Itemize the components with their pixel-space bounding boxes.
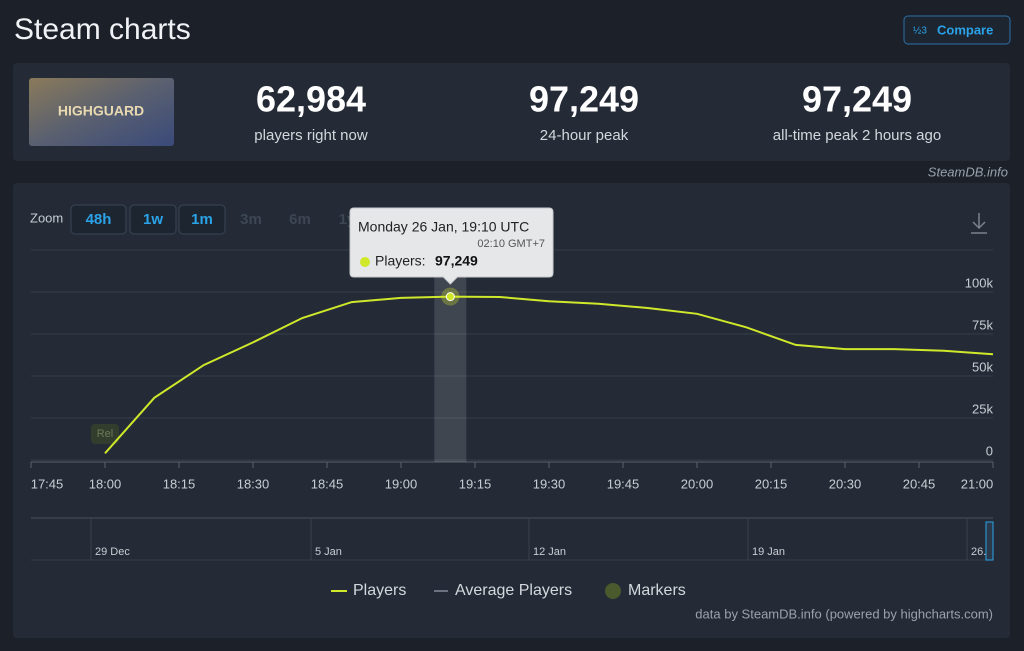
- stat-label: 24-hour peak: [540, 127, 629, 144]
- zoom-button[interactable]: 3m: [228, 205, 274, 234]
- tooltip-box: [349, 207, 554, 285]
- tooltip-series: Players:: [375, 253, 426, 269]
- y-tick-label: 75k: [972, 317, 993, 332]
- stats-panel: [13, 63, 1010, 161]
- zoom-button-bg: [178, 204, 226, 235]
- hover-band: [434, 250, 467, 462]
- navigator: 29 Dec 5 Jan 12 Jan 19 Jan 26.: [31, 517, 994, 561]
- navigator-handle[interactable]: [985, 521, 994, 561]
- x-tick-label: 20:30: [829, 476, 862, 491]
- navigator-label: 12 Jan: [533, 546, 566, 558]
- x-tick-label: 19:15: [459, 476, 492, 491]
- tooltip-swatch: [360, 257, 370, 267]
- legend-label[interactable]: Players: [353, 582, 406, 599]
- navigator-label: 19 Jan: [752, 546, 785, 558]
- zoom-button[interactable]: 1m: [178, 204, 226, 235]
- zoom-button-label: 48h: [86, 211, 112, 228]
- stat-value: 97,249: [802, 79, 912, 120]
- page-title: Steam charts: [14, 13, 191, 46]
- credits: data by SteamDB.info (powered by highcha…: [695, 606, 993, 621]
- compare-label: Compare: [937, 22, 993, 37]
- zoom-button-label: 1m: [191, 211, 213, 228]
- stat-value: 62,984: [256, 79, 366, 120]
- download-icon[interactable]: [971, 213, 987, 234]
- stat-value: 97,249: [529, 79, 639, 120]
- zoom-buttons: 48h1w1m3m6m1ymax: [70, 204, 416, 235]
- tooltip-title: Monday 26 Jan, 19:10 UTC: [358, 219, 529, 235]
- y-tick-label: 0: [986, 443, 993, 458]
- y-tick-label: 50k: [972, 359, 993, 374]
- zoom-button-label: 3m: [240, 211, 262, 228]
- tooltip-subtitle: 02:10 GMT+7: [477, 238, 545, 250]
- y-tick-label: 25k: [972, 401, 993, 416]
- plot: 0 25k 50k 75k 100k 17:45 18:00 18:15 18:30 18:45 1…: [30, 249, 994, 491]
- x-tick-label: 18:30: [237, 476, 270, 491]
- legend-swatch: [605, 583, 621, 599]
- x-tick-label: 21:00: [961, 476, 994, 491]
- compare-icon: ½3: [913, 26, 927, 37]
- zoom-label: Zoom: [30, 210, 63, 225]
- x-tick-label: 18:00: [89, 476, 122, 491]
- x-tick-label: 19:30: [533, 476, 566, 491]
- legend: Players Average Players Markers: [331, 582, 686, 599]
- series-line: [104, 295, 994, 454]
- watermark: SteamDB.info: [928, 164, 1008, 179]
- x-tick-label: 17:45: [31, 476, 64, 491]
- tooltip: Monday 26 Jan, 19:10 UTC 02:10 GMT+7 Playe…: [349, 207, 554, 285]
- stats: 62,984 players right now 97,249 24-hour pea…: [254, 79, 941, 144]
- zoom-button-label: 6m: [289, 211, 311, 228]
- navigator-label: 29 Dec: [95, 546, 130, 558]
- zoom-button[interactable]: 1w: [129, 204, 177, 235]
- navigator-label: 26.: [971, 546, 986, 558]
- zoom-button-bg: [70, 204, 127, 235]
- x-tick-label: 19:00: [385, 476, 418, 491]
- legend-label[interactable]: Markers: [628, 582, 686, 599]
- x-tick-label: 20:45: [903, 476, 936, 491]
- x-tick-label: 18:45: [311, 476, 344, 491]
- stat-label: all-time peak 2 hours ago: [773, 127, 941, 144]
- chart-panel: [13, 183, 1010, 638]
- x-tick-label: 20:15: [755, 476, 788, 491]
- zoom-button-label: 1w: [143, 211, 163, 228]
- stat-label: players right now: [254, 127, 368, 144]
- x-tick-label: 19:45: [607, 476, 640, 491]
- compare-button[interactable]: ½3 Compare: [903, 15, 1011, 45]
- event-marker: [91, 424, 119, 444]
- tooltip-value: 97,249: [435, 253, 478, 269]
- zoom-button-bg: [129, 204, 177, 235]
- game-image: [29, 78, 174, 146]
- y-tick-label: 100k: [965, 275, 994, 290]
- game-image-text: HIGHGUARD: [58, 103, 144, 119]
- hover-point: [445, 292, 455, 302]
- zoom-button[interactable]: 48h: [70, 204, 127, 235]
- navigator-label: 5 Jan: [315, 546, 342, 558]
- zoom-button[interactable]: 6m: [277, 205, 323, 234]
- x-tick-label: 18:15: [163, 476, 196, 491]
- event-marker-label: Rel: [97, 428, 114, 440]
- x-tick-label: 20:00: [681, 476, 714, 491]
- legend-label[interactable]: Average Players: [455, 582, 572, 599]
